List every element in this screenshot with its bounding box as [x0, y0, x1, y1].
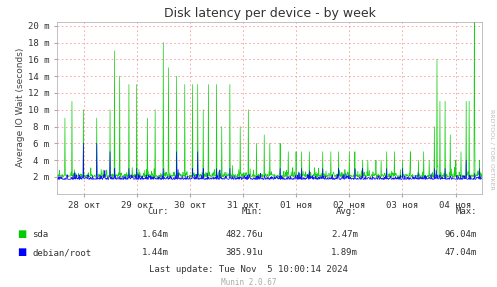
Text: debian/root: debian/root: [32, 249, 91, 257]
Text: Cur:: Cur:: [148, 207, 169, 216]
Title: Disk latency per device - by week: Disk latency per device - by week: [164, 7, 376, 20]
Text: 385.91u: 385.91u: [226, 249, 263, 257]
Y-axis label: Average IO Wait (seconds): Average IO Wait (seconds): [16, 48, 25, 167]
Text: sda: sda: [32, 230, 48, 239]
Text: 1.89m: 1.89m: [331, 249, 358, 257]
Text: 482.76u: 482.76u: [226, 230, 263, 239]
Text: 96.04m: 96.04m: [445, 230, 477, 239]
Text: 1.64m: 1.64m: [142, 230, 169, 239]
Text: 2.47m: 2.47m: [331, 230, 358, 239]
Text: 1.44m: 1.44m: [142, 249, 169, 257]
Text: Max:: Max:: [456, 207, 477, 216]
Text: RRDTOOL / TOBI OETIKER: RRDTOOL / TOBI OETIKER: [490, 109, 495, 190]
Text: Min:: Min:: [242, 207, 263, 216]
Text: Munin 2.0.67: Munin 2.0.67: [221, 278, 276, 287]
Text: ■: ■: [17, 229, 27, 239]
Text: Last update: Tue Nov  5 10:00:14 2024: Last update: Tue Nov 5 10:00:14 2024: [149, 265, 348, 274]
Text: ■: ■: [17, 247, 27, 257]
Text: 47.04m: 47.04m: [445, 249, 477, 257]
Text: Avg:: Avg:: [336, 207, 358, 216]
